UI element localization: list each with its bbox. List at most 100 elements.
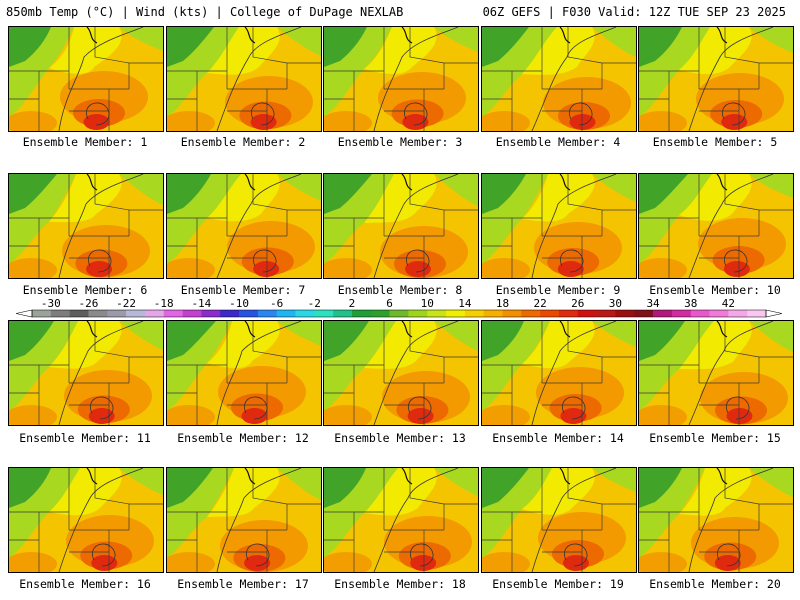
ensemble-member-label: Ensemble Member: 19 [492, 577, 624, 591]
temperature-field-map [167, 468, 321, 572]
ensemble-member-label: Ensemble Member: 7 [180, 283, 306, 297]
temperature-field-map [167, 27, 321, 131]
ensemble-map-panel [323, 320, 479, 426]
colorbar-segment [502, 310, 522, 317]
colorbar-tick-label: 30 [609, 297, 622, 310]
colorbar-segment [709, 310, 729, 317]
temperature-field-map [639, 321, 793, 425]
colorbar-segment [634, 310, 654, 317]
colorbar-tick-label: 42 [722, 297, 735, 310]
colorbar: -30 -26 -22 -18 -14 -10 -6 -2 2 6 10 14 18 22 26 30 34 38… [0, 296, 800, 320]
ensemble-map-panel [166, 320, 322, 426]
ensemble-member-label: Ensemble Member: 10 [649, 283, 781, 297]
temperature-field-map [324, 321, 478, 425]
ensemble-map-panel [481, 173, 637, 279]
colorbar-segment [144, 310, 165, 317]
colorbar-segment [690, 310, 710, 317]
colorbar-tick-label: 10 [421, 297, 434, 310]
colorbar-left-arrow [15, 309, 33, 318]
colorbar-segment [239, 310, 259, 317]
colorbar-segment [577, 310, 597, 317]
colorbar-segment [314, 310, 334, 317]
temperature-field-map [167, 321, 321, 425]
colorbar-tick-label: -10 [229, 297, 249, 310]
colorbar-tick-label: 26 [571, 297, 584, 310]
temperature-field-map [9, 468, 163, 572]
header-run-info: 06Z GEFS | F030 Valid: 12Z TUE SEP 23 20… [482, 5, 786, 19]
ensemble-map-panel [481, 320, 637, 426]
colorbar-segment [728, 310, 748, 317]
colorbar-segment [446, 310, 466, 317]
colorbar-right-arrow [765, 309, 783, 318]
colorbar-segment [50, 310, 70, 317]
colorbar-segment [747, 310, 767, 317]
colorbar-segment [351, 310, 372, 317]
ensemble-map-panel [166, 467, 322, 573]
colorbar-segment [201, 310, 221, 317]
ensemble-member-label: Ensemble Member: 6 [22, 283, 148, 297]
temperature-field-map [639, 174, 793, 278]
colorbar-segment [182, 310, 202, 317]
colorbar-segment [333, 310, 353, 317]
header-title: 850mb Temp (°C) | Wind (kts) | College o… [6, 5, 404, 19]
colorbar-segment [615, 310, 635, 317]
temperature-field-map [639, 27, 793, 131]
ensemble-member-label: Ensemble Member: 8 [337, 283, 463, 297]
colorbar-tick-label: 6 [386, 297, 393, 310]
colorbar-tick-label: 38 [684, 297, 697, 310]
colorbar-tick-label: -26 [79, 297, 99, 310]
colorbar-segment [596, 310, 616, 317]
colorbar-segment [276, 310, 296, 317]
colorbar-tick-label: 2 [349, 297, 356, 310]
ensemble-member-label: Ensemble Member: 5 [652, 135, 778, 149]
colorbar-segment [427, 310, 447, 317]
ensemble-map-panel [638, 26, 794, 132]
colorbar-tick-label: -14 [191, 297, 211, 310]
ensemble-member-label: Ensemble Member: 20 [649, 577, 781, 591]
temperature-field-map [482, 321, 636, 425]
colorbar-segment [558, 310, 579, 317]
ensemble-map-panel [638, 173, 794, 279]
colorbar-segment [69, 310, 89, 317]
ensemble-member-label: Ensemble Member: 13 [334, 431, 466, 445]
ensemble-map-panel [481, 26, 637, 132]
temperature-field-map [9, 321, 163, 425]
colorbar-segment [163, 310, 183, 317]
ensemble-map-panel [638, 320, 794, 426]
ensemble-member-label: Ensemble Member: 12 [177, 431, 309, 445]
colorbar-segment [220, 310, 240, 317]
ensemble-member-label: Ensemble Member: 15 [649, 431, 781, 445]
colorbar-segment [88, 310, 108, 317]
ensemble-map-panel [8, 26, 164, 132]
ensemble-map-panel [481, 467, 637, 573]
colorbar-tick-label: 18 [496, 297, 509, 310]
colorbar-tick-label: -6 [270, 297, 283, 310]
colorbar-segment [389, 310, 409, 317]
ensemble-map-panel [8, 320, 164, 426]
colorbar-segment [32, 310, 52, 317]
colorbar-segment [483, 310, 503, 317]
ensemble-member-label: Ensemble Member: 1 [22, 135, 148, 149]
colorbar-tick-label: 22 [534, 297, 547, 310]
ensemble-member-label: Ensemble Member: 11 [19, 431, 151, 445]
ensemble-member-label: Ensemble Member: 2 [180, 135, 306, 149]
temperature-field-map [482, 174, 636, 278]
temperature-field-map [482, 468, 636, 572]
colorbar-tick-label: -22 [116, 297, 136, 310]
ensemble-member-label: Ensemble Member: 14 [492, 431, 624, 445]
colorbar-tick-label: -30 [41, 297, 61, 310]
ensemble-map-panel [638, 467, 794, 573]
ensemble-map-panel [166, 173, 322, 279]
colorbar-segment [671, 310, 692, 317]
ensemble-member-label: Ensemble Member: 17 [177, 577, 309, 591]
colorbar-segment [408, 310, 428, 317]
colorbar-segment [295, 310, 315, 317]
ensemble-map-panel [323, 173, 479, 279]
ensemble-member-label: Ensemble Member: 18 [334, 577, 466, 591]
temperature-field-map [167, 174, 321, 278]
ensemble-member-label: Ensemble Member: 9 [495, 283, 621, 297]
colorbar-segment [107, 310, 127, 317]
colorbar-tick-label: -2 [308, 297, 321, 310]
colorbar-segment [653, 310, 673, 317]
colorbar-segment [126, 310, 146, 317]
